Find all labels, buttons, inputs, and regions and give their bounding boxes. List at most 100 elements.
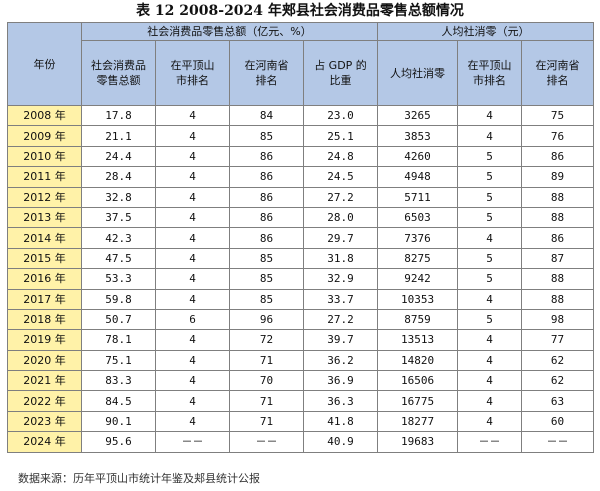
pds-rank-cell: 4 xyxy=(155,288,230,310)
per-capita-cell: 6503 xyxy=(377,206,459,229)
header-henan-rank: 在河南省排名 xyxy=(229,40,304,106)
pc-pds-rank-cell: 4 xyxy=(457,370,523,392)
pc-pds-rank-cell: 4 xyxy=(457,410,523,433)
per-capita-cell: 19683 xyxy=(377,431,459,453)
gdp-share-cell: 23.0 xyxy=(302,104,379,127)
year-cell: 2015 年 xyxy=(7,247,82,270)
gdp-share-cell: 40.9 xyxy=(302,431,379,453)
table-row: 2013 年 37.5 4 86 28.0 6503 5 88 xyxy=(7,206,595,229)
pc-pds-rank-cell: 4 xyxy=(457,390,523,412)
per-capita-cell: 4260 xyxy=(377,145,459,168)
pc-henan-rank-cell: 60 xyxy=(521,410,595,433)
gdp-share-cell: 36.2 xyxy=(302,349,379,372)
gdp-share-cell: 24.5 xyxy=(302,166,379,188)
total-cell: 24.4 xyxy=(81,145,156,168)
per-capita-cell: 4948 xyxy=(377,166,459,188)
per-capita-cell: 14820 xyxy=(377,349,459,372)
pds-rank-cell: 4 xyxy=(155,349,230,372)
table-row: 2016 年 53.3 4 85 32.9 9242 5 88 xyxy=(7,268,595,290)
total-cell: 95.6 xyxy=(81,431,156,453)
pds-rank-cell: 4 xyxy=(155,145,230,168)
header-pc-pds-rank: 在平顶山市排名 xyxy=(457,40,523,106)
header-group-per-capita: 人均社消零（元） xyxy=(377,22,595,41)
year-cell: 2017 年 xyxy=(7,288,82,310)
gdp-share-cell: 41.8 xyxy=(302,410,379,433)
per-capita-cell: 10353 xyxy=(377,288,459,310)
per-capita-cell: 8275 xyxy=(377,247,459,270)
per-capita-cell: 7376 xyxy=(377,227,459,249)
henan-rank-cell: 85 xyxy=(229,125,304,147)
pc-pds-rank-cell: 4 xyxy=(457,125,523,147)
total-cell: 32.8 xyxy=(81,186,156,208)
pc-pds-rank-cell: 5 xyxy=(457,186,523,208)
pds-rank-cell: 4 xyxy=(155,268,230,290)
pc-pds-rank-cell: 5 xyxy=(457,247,523,270)
per-capita-cell: 16775 xyxy=(377,390,459,412)
pc-henan-rank-cell: 88 xyxy=(521,206,595,229)
pc-pds-rank-cell: 4 xyxy=(457,288,523,310)
per-capita-cell: 3265 xyxy=(377,104,459,127)
gdp-share-cell: 36.9 xyxy=(302,370,379,392)
henan-rank-cell: 85 xyxy=(229,288,304,310)
pds-rank-cell: 4 xyxy=(155,410,230,433)
total-cell: 59.8 xyxy=(81,288,156,310)
henan-rank-cell: －－ xyxy=(229,431,304,453)
pc-henan-rank-cell: 88 xyxy=(521,288,595,310)
table-row: 2017 年 59.8 4 85 33.7 10353 4 88 xyxy=(7,288,595,310)
total-cell: 17.8 xyxy=(81,104,156,127)
table-row: 2015 年 47.5 4 85 31.8 8275 5 87 xyxy=(7,247,595,270)
pc-henan-rank-cell: 76 xyxy=(521,125,595,147)
total-cell: 75.1 xyxy=(81,349,156,372)
gdp-share-cell: 33.7 xyxy=(302,288,379,310)
per-capita-cell: 5711 xyxy=(377,186,459,208)
header-group-retail-total: 社会消费品零售总额（亿元、%） xyxy=(80,22,379,41)
table-row: 2011 年 28.4 4 86 24.5 4948 5 89 xyxy=(7,166,595,188)
pc-henan-rank-cell: 87 xyxy=(521,247,595,270)
henan-rank-cell: 86 xyxy=(229,206,304,229)
table-row: 2018 年 50.7 6 96 27.2 8759 5 98 xyxy=(7,308,595,331)
pds-rank-cell: 4 xyxy=(155,125,230,147)
henan-rank-cell: 86 xyxy=(229,145,304,168)
year-cell: 2021 年 xyxy=(7,370,82,392)
total-cell: 21.1 xyxy=(81,125,156,147)
year-cell: 2024 年 xyxy=(7,431,82,453)
total-cell: 37.5 xyxy=(81,206,156,229)
pc-pds-rank-cell: 4 xyxy=(457,329,523,351)
pc-henan-rank-cell: －－ xyxy=(521,431,595,453)
table-row: 2010 年 24.4 4 86 24.8 4260 5 86 xyxy=(7,145,595,168)
pc-henan-rank-cell: 75 xyxy=(521,104,595,127)
gdp-share-cell: 28.0 xyxy=(302,206,379,229)
header-pds-rank: 在平顶山市排名 xyxy=(155,40,230,106)
per-capita-cell: 18277 xyxy=(377,410,459,433)
pc-henan-rank-cell: 88 xyxy=(521,186,595,208)
total-cell: 84.5 xyxy=(81,390,156,412)
pc-henan-rank-cell: 77 xyxy=(521,329,595,351)
pc-pds-rank-cell: 4 xyxy=(457,227,523,249)
table-row: 2014 年 42.3 4 86 29.7 7376 4 86 xyxy=(7,227,595,249)
per-capita-cell: 16506 xyxy=(377,370,459,392)
pds-rank-cell: 4 xyxy=(155,390,230,412)
pc-pds-rank-cell: 5 xyxy=(457,206,523,229)
gdp-share-cell: 29.7 xyxy=(302,227,379,249)
pds-rank-cell: 4 xyxy=(155,104,230,127)
henan-rank-cell: 71 xyxy=(229,390,304,412)
pc-pds-rank-cell: 5 xyxy=(457,308,523,331)
henan-rank-cell: 71 xyxy=(229,410,304,433)
table-row: 2024 年 95.6 －－ －－ 40.9 19683 －－ －－ xyxy=(7,431,595,453)
per-capita-cell: 8759 xyxy=(377,308,459,331)
pds-rank-cell: 6 xyxy=(155,308,230,331)
year-cell: 2013 年 xyxy=(7,206,82,229)
total-cell: 28.4 xyxy=(81,166,156,188)
pds-rank-cell: 4 xyxy=(155,166,230,188)
pds-rank-cell: －－ xyxy=(155,431,230,453)
pc-henan-rank-cell: 89 xyxy=(521,166,595,188)
pc-henan-rank-cell: 88 xyxy=(521,268,595,290)
pc-pds-rank-cell: 4 xyxy=(457,104,523,127)
henan-rank-cell: 86 xyxy=(229,227,304,249)
year-cell: 2023 年 xyxy=(7,410,82,433)
gdp-share-cell: 27.2 xyxy=(302,186,379,208)
table-row: 2022 年 84.5 4 71 36.3 16775 4 63 xyxy=(7,390,595,412)
year-cell: 2010 年 xyxy=(7,145,82,168)
year-cell: 2018 年 xyxy=(7,308,82,331)
henan-rank-cell: 72 xyxy=(229,329,304,351)
